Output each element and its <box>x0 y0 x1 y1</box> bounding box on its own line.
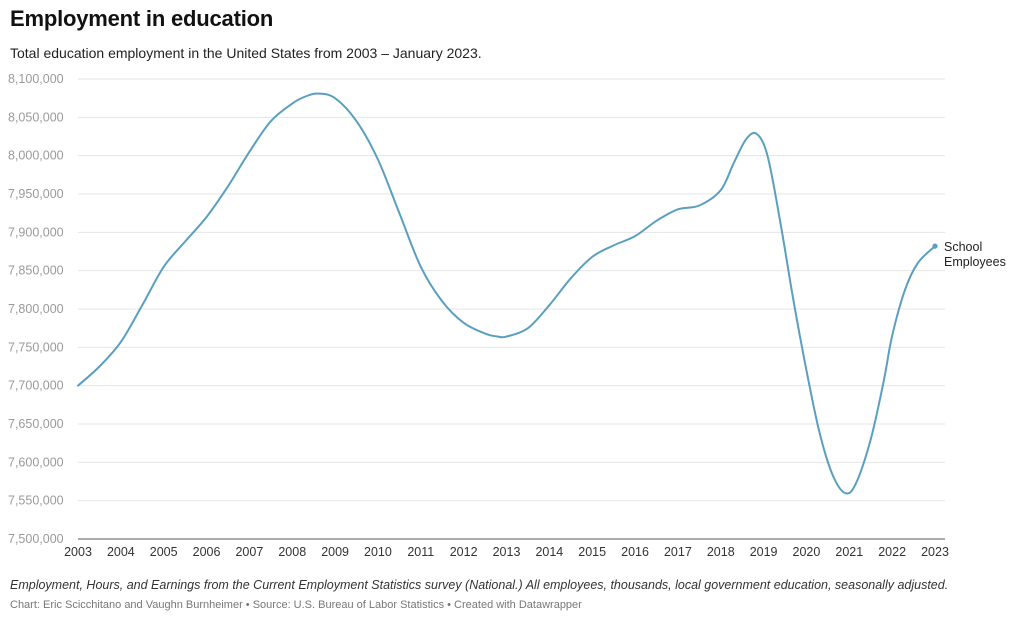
x-tick-label: 2009 <box>321 545 349 559</box>
chart-title: Employment in education <box>10 6 274 31</box>
y-axis: 7,500,000 7,550,000 7,600,000 7,650,000 7,70… <box>8 72 64 546</box>
y-tick-label: 7,950,000 <box>8 187 64 201</box>
y-tick-label: 7,850,000 <box>8 264 64 278</box>
series-end-marker <box>932 243 938 249</box>
x-tick-label: 2010 <box>364 545 392 559</box>
y-tick-label: 7,700,000 <box>8 379 64 393</box>
x-tick-label: 2019 <box>750 545 778 559</box>
x-tick-label: 2013 <box>493 545 521 559</box>
x-tick-label: 2008 <box>278 545 306 559</box>
x-tick-label: 2011 <box>407 545 434 559</box>
y-tick-label: 7,900,000 <box>8 225 64 239</box>
x-tick-label: 2022 <box>878 545 906 559</box>
x-tick-label: 2015 <box>578 545 606 559</box>
series-end-label: School Employees <box>944 240 1006 269</box>
x-axis: 2003 2004 2005 2006 2007 2008 2009 2010 2011 2012… <box>64 545 949 559</box>
credit-text: Chart: Eric Scicchitano and Vaughn Burnh… <box>10 599 582 611</box>
y-tick-label: 7,500,000 <box>8 532 64 546</box>
x-tick-label: 2016 <box>621 545 649 559</box>
x-tick-label: 2004 <box>107 545 135 559</box>
x-tick-label: 2012 <box>450 545 478 559</box>
y-tick-label: 7,600,000 <box>8 455 64 469</box>
x-tick-label: 2017 <box>664 545 692 559</box>
x-tick-label: 2021 <box>835 545 863 559</box>
x-tick-label: 2003 <box>64 545 92 559</box>
y-tick-label: 7,750,000 <box>8 340 64 354</box>
chart-subtitle: Total education employment in the United… <box>10 45 482 61</box>
x-tick-label: 2023 <box>921 545 949 559</box>
x-tick-label: 2018 <box>707 545 735 559</box>
gridlines <box>78 78 945 540</box>
y-tick-label: 7,800,000 <box>8 302 64 316</box>
y-tick-label: 7,550,000 <box>8 494 64 508</box>
x-tick-label: 2005 <box>150 545 178 559</box>
series-layer: School Employees <box>77 92 1006 495</box>
y-tick-label: 7,650,000 <box>8 417 64 431</box>
x-tick-label: 2006 <box>193 545 221 559</box>
x-tick-label: 2020 <box>793 545 821 559</box>
chart-note: Employment, Hours, and Earnings from the… <box>10 578 949 592</box>
series-line-school-employees <box>77 92 936 495</box>
y-tick-label: 8,100,000 <box>8 72 64 86</box>
x-tick-label: 2014 <box>535 545 563 559</box>
y-tick-label: 8,000,000 <box>8 149 64 163</box>
chart-credits: Chart: Eric Scicchitano and Vaughn Burnh… <box>10 599 582 611</box>
y-tick-label: 8,050,000 <box>8 110 64 124</box>
x-tick-label: 2007 <box>235 545 263 559</box>
